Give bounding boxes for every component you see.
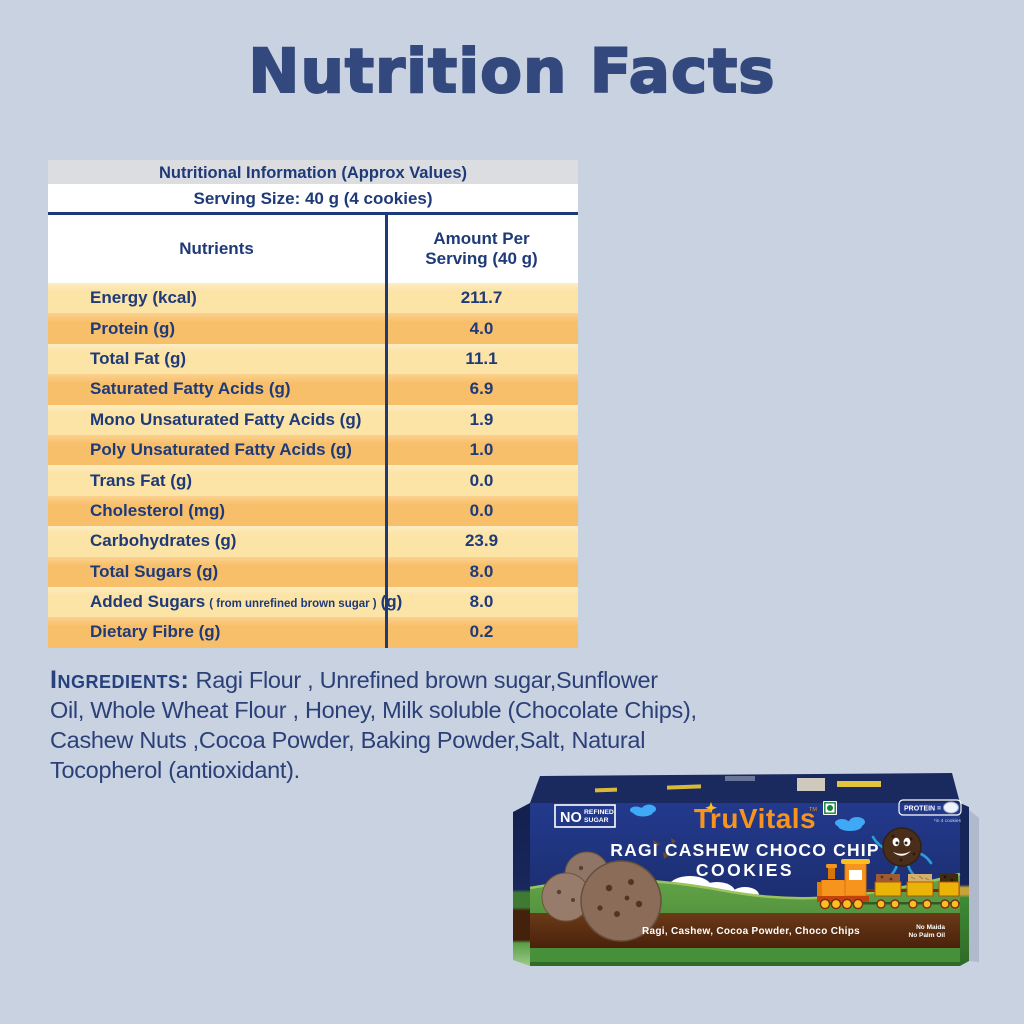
nutrient-name: Total Sugars (g) xyxy=(90,561,219,581)
column-header-amount: Amount Per Serving (40 g) xyxy=(425,229,538,268)
nutrient-name: Total Fat (g) xyxy=(90,348,186,368)
column-divider xyxy=(385,215,388,648)
product-box-image: NO REFINED SUGAR TruVitals TM PROTEIN = … xyxy=(513,773,979,966)
nutrient-amount: 23.9 xyxy=(464,531,499,551)
nutrient-amount: 211.7 xyxy=(460,288,503,308)
nutrition-table: Nutritional Information (Approx Values) … xyxy=(48,160,578,648)
table-row: Saturated Fatty Acids (g) 6.9 xyxy=(48,374,578,405)
table-row: Carbohydrates (g) 23.9 xyxy=(48,526,578,557)
table-row: Cholesterol (mg) 0.0 xyxy=(48,495,578,527)
box-top-flap xyxy=(530,773,960,803)
claim-no-palm-oil: No Palm Oil xyxy=(909,932,946,939)
nutrient-amount: 8.0 xyxy=(469,592,494,612)
serving-size: Serving Size: 40 g (4 cookies) xyxy=(48,186,578,212)
cookies-illustration xyxy=(541,838,676,942)
table-title: Nutritional Information (Approx Values) xyxy=(48,160,578,186)
nutrient-name: Cholesterol (mg) xyxy=(90,500,226,520)
svg-text:TruVitals: TruVitals xyxy=(694,803,816,834)
nutrient-amount: 4.0 xyxy=(469,318,494,338)
nutrient-name: Added Sugars( from unrefined brown sugar… xyxy=(90,592,403,612)
table-row: Energy (kcal) 211.7 xyxy=(48,283,578,314)
nutrient-amount: 6.9 xyxy=(469,379,494,399)
nutrient-amount: 11.1 xyxy=(465,348,498,368)
protein-badge: PROTEIN = *in 4 cookies xyxy=(898,799,962,824)
nutrient-amount: 1.9 xyxy=(469,409,494,429)
nutrient-name: Saturated Fatty Acids (g) xyxy=(90,379,291,399)
table-row: Poly Unsaturated Fatty Acids (g) 1.0 xyxy=(48,434,578,466)
table-row: Total Sugars (g) 8.0 xyxy=(48,556,578,587)
nutrient-amount: 0.2 xyxy=(469,622,494,642)
svg-text:REFINED: REFINED xyxy=(584,809,614,816)
box-right-side xyxy=(960,803,969,966)
svg-text:SUGAR: SUGAR xyxy=(584,817,609,824)
nutrient-note: ( from unrefined brown sugar ) xyxy=(209,598,377,611)
nutrient-amount: 0.0 xyxy=(469,470,494,490)
train-illustration xyxy=(817,859,960,910)
table-row: Total Fat (g) 11.1 xyxy=(48,343,578,375)
svg-text:TM: TM xyxy=(809,807,817,813)
box-shadow xyxy=(969,810,979,962)
nutrient-name: Carbohydrates (g) xyxy=(90,531,237,551)
ingredients-text: Ragi Flour , Unrefined brown sugar,Sunfl… xyxy=(50,667,697,783)
column-header-nutrients: Nutrients xyxy=(179,239,254,258)
nutrient-name: Energy (kcal) xyxy=(90,288,197,308)
table-row: Added Sugars( from unrefined brown sugar… xyxy=(48,586,578,618)
veg-mark-icon xyxy=(823,801,837,815)
product-title-line1: RAGI CASHEW CHOCO CHIP xyxy=(610,840,879,860)
product-title-line2: COOKIES xyxy=(696,860,794,880)
table-row: Dietary Fibre (g) 0.2 xyxy=(48,617,578,648)
product-tagline: Ragi, Cashew, Cocoa Powder, Choco Chips xyxy=(642,926,860,937)
cloud-icon xyxy=(630,804,656,817)
green-strip xyxy=(530,948,960,962)
ingredients-label: Ingredients: xyxy=(50,666,190,694)
nutrient-name: Dietary Fibre (g) xyxy=(90,622,221,642)
nutrition-rows: Energy (kcal) 211.7 Protein (g) 4.0 Total Fa… xyxy=(48,283,578,648)
nutrient-name: Mono Unsaturated Fatty Acids (g) xyxy=(90,409,362,429)
nutrient-amount: 1.0 xyxy=(469,440,494,460)
ingredients-block: Ingredients: Ragi Flour , Unrefined brow… xyxy=(50,665,698,785)
nutrient-amount: 0.0 xyxy=(469,500,494,520)
table-row: Protein (g) 4.0 xyxy=(48,313,578,344)
table-row: Trans Fat (g) 0.0 xyxy=(48,465,578,496)
nutrient-amount: 8.0 xyxy=(469,561,494,581)
nutrient-name: Trans Fat (g) xyxy=(90,470,193,490)
green-strip-shade xyxy=(530,962,960,966)
svg-text:PROTEIN =: PROTEIN = xyxy=(904,806,941,813)
brand-logo: TruVitals TM xyxy=(694,802,817,834)
cloud-icon xyxy=(835,817,865,831)
svg-text:*in 4 cookies: *in 4 cookies xyxy=(934,818,962,824)
svg-text:NO: NO xyxy=(560,810,582,826)
box-left-side xyxy=(513,803,530,966)
page-title: Nutrition Facts xyxy=(247,35,776,108)
table-rule xyxy=(48,212,578,215)
column-header-row: Nutrients Amount Per Serving (40 g) xyxy=(48,215,578,283)
claim-no-maida: No Maida xyxy=(916,924,945,931)
nutrient-name: Protein (g) xyxy=(90,318,175,338)
no-refined-sugar-badge: NO REFINED SUGAR xyxy=(554,804,616,828)
sparkle-icon xyxy=(705,802,717,814)
table-row: Mono Unsaturated Fatty Acids (g) 1.9 xyxy=(48,404,578,435)
nutrient-name: Poly Unsaturated Fatty Acids (g) xyxy=(90,440,352,460)
cookie-character xyxy=(871,827,933,876)
